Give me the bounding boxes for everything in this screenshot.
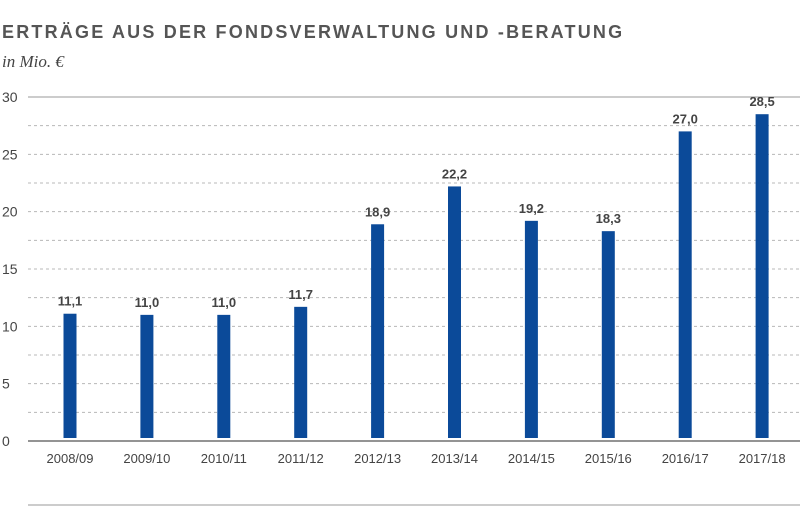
data-labels: 11,1 11,0 11,0 11,7 18,9 22,2 19,2 18,3 27,0 28,5: [58, 94, 775, 310]
bar: [678, 131, 692, 438]
x-tick-label: 2014/15: [508, 451, 555, 466]
bar: [524, 220, 538, 438]
bar: [140, 314, 154, 438]
y-tick-label: 20: [2, 204, 18, 220]
data-label: 11,1: [58, 294, 83, 309]
data-label: 18,3: [596, 211, 621, 226]
bar: [294, 306, 308, 438]
x-tick-label: 2008/09: [47, 451, 94, 466]
x-axis: 2008/09 2009/10 2010/11 2011/12 2012/13 2013/…: [28, 451, 800, 506]
bar: [63, 313, 77, 438]
x-tick-label: 2012/13: [354, 451, 401, 466]
bar: [217, 314, 231, 438]
bar: [755, 114, 769, 438]
chart-subtitle: in Mio. €: [2, 52, 64, 71]
gridlines: [28, 96, 800, 442]
x-tick-label: 2009/10: [123, 451, 170, 466]
bar: [371, 224, 385, 438]
data-label: 18,9: [365, 204, 390, 219]
y-tick-label: 15: [2, 261, 18, 277]
x-tick-label: 2016/17: [662, 451, 709, 466]
data-label: 28,5: [749, 94, 774, 109]
y-tick-label: 25: [2, 146, 18, 162]
x-tick-label: 2010/11: [201, 451, 247, 466]
bars: [63, 114, 769, 438]
x-tick-label: 2011/12: [278, 451, 324, 466]
chart-title: ERTRÄGE AUS DER FONDSVERWALTUNG UND -BER…: [2, 22, 625, 42]
data-label: 22,2: [442, 166, 467, 181]
data-label: 11,0: [135, 295, 160, 310]
y-tick-label: 30: [2, 89, 18, 105]
data-label: 11,7: [288, 287, 313, 302]
y-tick-label: 5: [2, 376, 10, 392]
y-tick-label: 10: [2, 318, 18, 334]
bar: [448, 186, 461, 438]
bar: [601, 231, 615, 438]
x-tick-label: 2013/14: [431, 451, 478, 466]
data-label: 19,2: [519, 201, 544, 216]
x-tick-label: 2017/18: [739, 451, 786, 466]
data-label: 27,0: [673, 111, 698, 126]
y-axis: 0 5 10 15 20 25 30: [2, 89, 18, 449]
data-label: 11,0: [212, 295, 237, 310]
x-tick-label: 2015/16: [585, 451, 632, 466]
y-tick-label: 0: [2, 433, 10, 449]
